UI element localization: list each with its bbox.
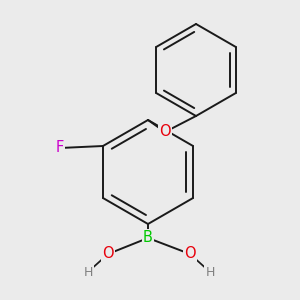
Text: O: O xyxy=(102,247,114,262)
Text: O: O xyxy=(159,124,171,140)
Text: H: H xyxy=(205,266,215,278)
Text: F: F xyxy=(56,140,64,155)
Text: H: H xyxy=(83,266,93,278)
Text: O: O xyxy=(184,247,196,262)
Text: B: B xyxy=(143,230,153,245)
